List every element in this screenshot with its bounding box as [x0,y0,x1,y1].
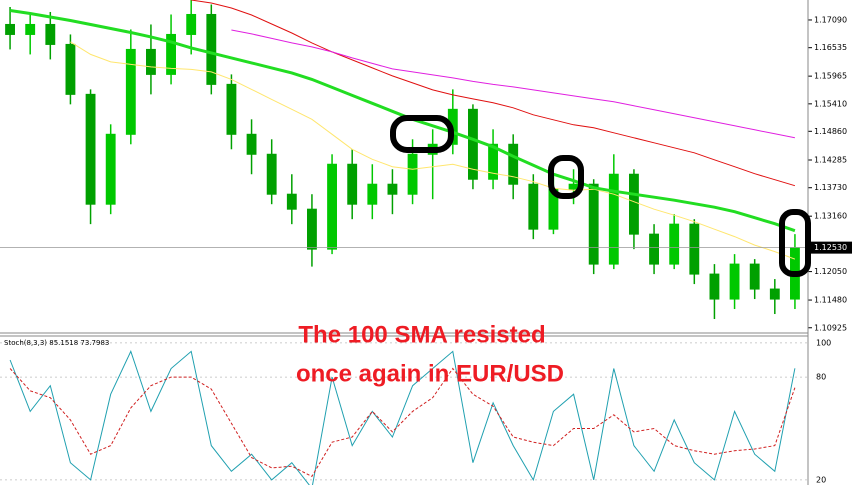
y-tick-label: 1.13160 [814,212,847,221]
y-tick-label: 1.15410 [814,99,847,108]
y-tick-label: 80 [816,373,826,382]
series-line [9,9,796,233]
candle-body [105,133,116,205]
annotation: once again in EUR/USD [296,360,564,387]
candle-body [226,83,237,135]
y-tick-label: 100 [816,338,831,347]
y-tick-label: 1.17090 [814,15,847,24]
candle-body [749,263,760,290]
candle-body [85,93,96,205]
candle-body [65,43,76,95]
y-tick-label: 1.13730 [814,183,847,192]
y-tick-label: 1.12050 [814,267,847,276]
candle-body [146,48,156,75]
candle-body [649,233,659,265]
candle-body [468,108,478,180]
candle-body [266,153,277,195]
marker-ellipse [390,115,454,153]
y-tick-label: 1.15965 [814,72,847,81]
y-tick-label: 1.14285 [814,156,847,165]
y-tick-label: 1.14860 [814,127,847,136]
candle-body [286,193,297,210]
series-line [9,350,796,485]
candle-body [367,183,378,205]
candle-body [488,143,498,180]
stochastic-panel: 20 80 100 [0,338,831,485]
candle-body [407,153,418,195]
candle-body [508,143,519,185]
series-line [9,367,796,478]
annotation: The 100 SMA resisted [298,321,545,348]
candle-body [729,263,740,300]
candle-body [347,163,358,205]
candle-body [5,23,15,35]
current-price-box [809,241,852,254]
candle-body [125,48,136,135]
candle-body [669,223,680,265]
candle-body [568,183,579,190]
candle-body [629,173,639,235]
candle-body [186,13,197,35]
candle-body [387,183,398,195]
y-tick-label: 1.11480 [814,296,847,305]
candle-body [588,183,599,265]
current-price-label: 1.12530 [814,243,847,252]
y-tick-label: 20 [816,475,826,484]
candle-body [166,33,176,75]
y-tick-label: 1.10925 [814,323,847,332]
candle-body [307,208,317,250]
marker-ellipse [548,155,584,199]
candle-body [25,23,36,35]
candle-body [709,273,720,300]
candle-body [45,23,56,45]
candle-body [689,223,700,275]
candle-body [246,133,257,155]
candle-body [528,183,539,230]
series-line [70,41,796,260]
marker-ellipse [779,209,811,277]
indicator-label: Stoch(8,3,3) 85.1518 73.7983 [4,339,109,347]
candle-body [206,13,217,85]
candle-body [769,288,780,300]
series-line [231,29,795,139]
y-tick-label: 1.16535 [814,43,847,52]
candle-body [608,173,619,265]
candle-body [327,163,337,250]
series-line [191,0,796,187]
highlight-markers [390,115,811,277]
